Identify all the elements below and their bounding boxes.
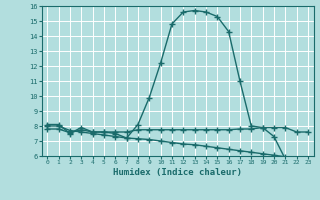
X-axis label: Humidex (Indice chaleur): Humidex (Indice chaleur) <box>113 168 242 177</box>
